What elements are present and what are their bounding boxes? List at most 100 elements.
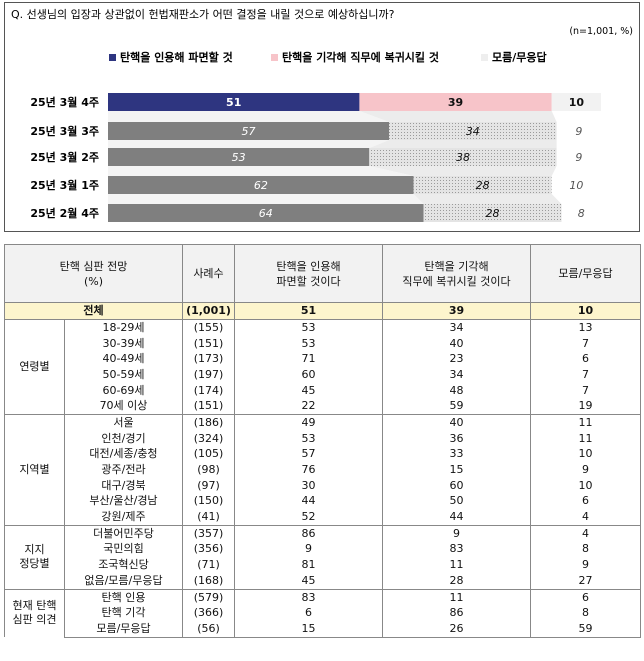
row-v1: 60 [234,367,383,383]
category-label: 25년 3월 4주 [30,95,99,109]
stacked-bar-chart: Q. 선생님의 입장과 상관없이 헌법재판소가 어떤 결정을 내릴 것으로 예상… [11,7,633,222]
connector-band [359,111,557,122]
row-subgroup: 대구/경북 [64,477,183,494]
row-sample: (41) [182,509,235,526]
row-subgroup: 강원/제주 [64,509,183,526]
table-row: 60-69세 (174) 45 48 7 [5,382,641,399]
row-v3: 6 [530,351,641,368]
row-v3: 6 [530,493,641,510]
total-label: 전체 [4,302,183,320]
table-row: 지역별 서울 (186) 49 40 11 [4,414,641,526]
row-sample: (356) [182,541,235,558]
row-subgroup: 모름/무응답 [64,621,183,638]
header-col1-line1: 탄핵을 인용해 [276,259,341,273]
header-col2-line2: 직무에 복귀시킬 것이다 [402,274,511,288]
row-v1: 86 [234,524,383,542]
row-v3: 8 [530,605,641,622]
table-row: 국민의힘 (356) 9 83 8 [5,541,641,558]
row-v1: 81 [234,557,383,573]
row-subgroup: 18-29세 [64,318,183,336]
bar-value-label: 28 [476,179,490,192]
row-v2: 48 [382,382,531,399]
bar-segment [423,204,562,222]
bar-segment [413,176,552,194]
header-category-line1: 탄핵 심판 전망 [59,259,128,273]
row-v2: 34 [382,367,531,383]
row-v3: 13 [530,318,641,336]
category-label: 25년 3월 3주 [30,124,99,138]
row-subgroup: 40-49세 [64,351,183,368]
row-v1: 6 [234,605,383,622]
row-v1: 49 [234,414,383,431]
table-row: 모름/무응답 (56) 15 26 59 [5,621,641,638]
group-label-line: 연령별 [19,360,50,374]
row-v3: 7 [530,382,641,399]
header-col1: 탄핵을 인용해 파면할 것이다 [234,244,383,303]
bar-segment [561,204,601,222]
legend-label: 탄핵을 인용해 파면할 것 [120,50,233,64]
row-v2: 9 [382,524,531,542]
row-v2: 36 [382,430,531,447]
row-v1: 30 [234,477,383,494]
bar-segment [551,176,601,194]
group-label: 지역별 [4,414,65,526]
chart-note: (n=1,001, %) [569,26,633,37]
row-sample: (71) [182,557,235,573]
table-row: 70세 이상 (151) 22 59 19 [5,398,641,415]
total-v1: 51 [234,302,383,320]
category-label: 25년 3월 2주 [30,150,99,164]
row-v3: 4 [530,509,641,526]
row-v3: 11 [530,414,641,431]
row-v3: 10 [530,446,641,463]
row-sample: (150) [182,493,235,510]
table-row: 연령별 18-29세 (155) 53 34 13 [4,318,641,415]
legend-label: 탄핵을 기각해 직무에 복귀시킬 것 [282,50,439,64]
row-v2: 15 [382,462,531,478]
row-sample: (366) [182,605,235,622]
row-v2: 11 [382,588,531,606]
header-category: 탄핵 심판 전망 (%) [4,244,183,303]
bar-value-label: 10 [569,96,585,109]
bar-segment [108,148,370,166]
bar-value-label: 28 [486,207,500,220]
row-v1: 71 [234,351,383,368]
row-sample: (98) [182,462,235,478]
row-sample: (324) [182,430,235,447]
bar-segment [369,148,557,166]
row-subgroup: 탄핵 기각 [64,605,183,622]
bar-segment [556,122,601,140]
row-v2: 59 [382,398,531,415]
total-v3: 10 [530,302,641,320]
row-v3: 7 [530,367,641,383]
row-subgroup: 광주/전라 [64,462,183,478]
row-v1: 22 [234,398,383,415]
row-v1: 9 [234,541,383,558]
header-sample: 사례수 [182,244,235,303]
connector-band [369,166,557,176]
row-v3: 27 [530,573,641,590]
bar-value-label: 53 [232,151,246,164]
row-v2: 34 [382,318,531,336]
table-row: 광주/전라 (98) 76 15 9 [5,462,641,478]
row-subgroup: 조국혁신당 [64,557,183,573]
connector-band [108,194,424,204]
header-col3: 모름/무응답 [530,244,641,303]
row-v1: 83 [234,588,383,606]
row-v3: 9 [530,557,641,573]
row-subgroup: 부산/울산/경남 [64,493,183,510]
category-label: 25년 2월 4주 [30,206,99,220]
row-v1: 52 [234,509,383,526]
table-row: 강원/제주 (41) 52 44 4 [5,509,641,526]
table-row: 부산/울산/경남 (150) 44 50 6 [5,493,641,510]
row-subgroup: 더불어민주당 [64,524,183,542]
table-row: 대구/경북 (97) 30 60 10 [5,477,641,494]
chart-panel: Q. 선생님의 입장과 상관없이 헌법재판소가 어떤 결정을 내릴 것으로 예상… [4,2,640,232]
table-row: 인천/경기 (324) 53 36 11 [5,430,641,447]
group-label-line: 지역별 [19,463,50,477]
row-subgroup: 70세 이상 [64,398,183,415]
header-category-line2: (%) [83,274,104,288]
header-col1-line2: 파면할 것이다 [276,274,341,288]
bar-value-label: 10 [569,179,583,192]
bar-value-label: 8 [578,207,585,220]
bar-segment [108,176,414,194]
